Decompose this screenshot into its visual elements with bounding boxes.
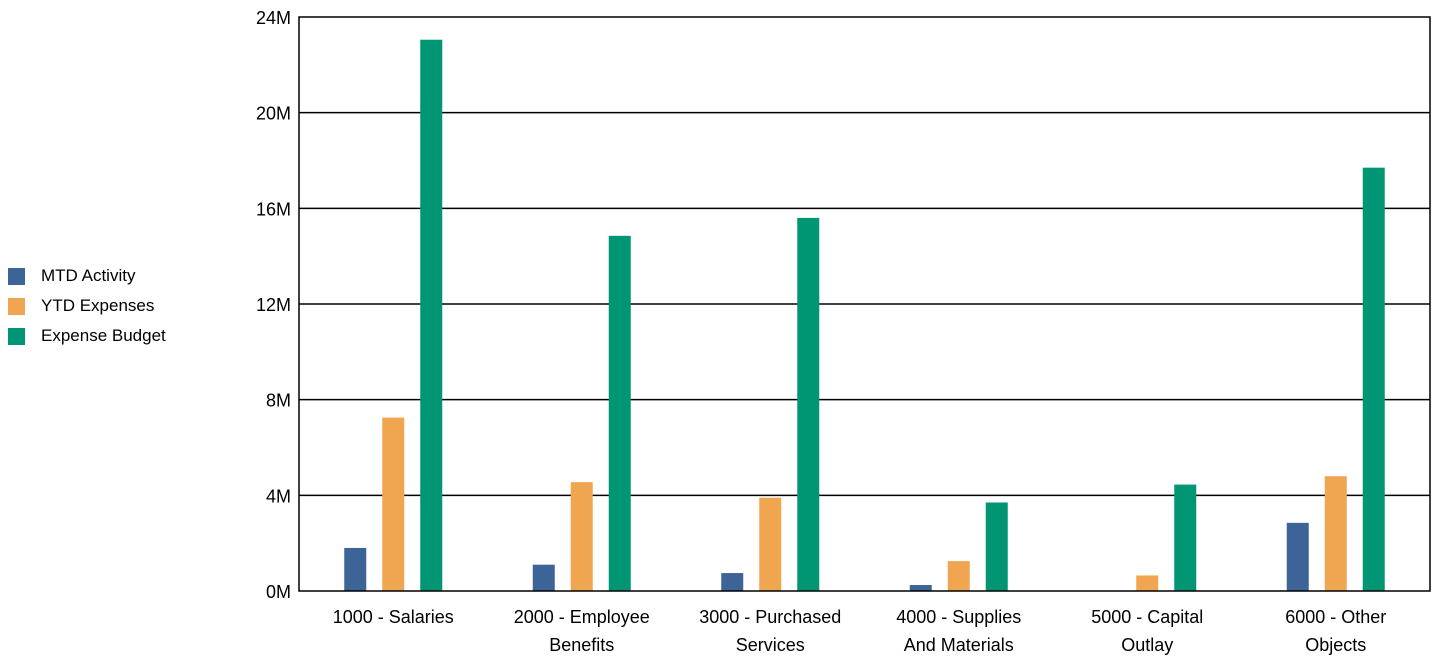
x-tick-label: Outlay — [1121, 635, 1173, 655]
bar-expense-budget — [1363, 168, 1385, 591]
x-tick-label: And Materials — [904, 635, 1014, 655]
y-tick-label: 4M — [266, 486, 291, 506]
chart-legend: MTD Activity YTD Expenses Expense Budget — [8, 261, 166, 351]
bar-mtd-activity — [910, 585, 932, 591]
bar-ytd-expenses — [1325, 476, 1347, 591]
bar-ytd-expenses — [759, 498, 781, 591]
y-tick-label: 0M — [266, 582, 291, 602]
legend-item: MTD Activity — [8, 261, 166, 291]
bar-mtd-activity — [344, 548, 366, 591]
legend-swatch — [8, 298, 25, 315]
bar-expense-budget — [797, 218, 819, 591]
bar-mtd-activity — [721, 573, 743, 591]
x-tick-label: Services — [736, 635, 805, 655]
x-tick-label: 1000 - Salaries — [333, 607, 454, 627]
legend-label: YTD Expenses — [41, 296, 154, 316]
legend-item: Expense Budget — [8, 321, 166, 351]
y-tick-label: 8M — [266, 391, 291, 411]
bar-ytd-expenses — [571, 482, 593, 591]
x-tick-label: Objects — [1305, 635, 1366, 655]
bar-expense-budget — [986, 503, 1008, 591]
legend-label: MTD Activity — [41, 266, 135, 286]
x-tick-label: Benefits — [549, 635, 614, 655]
x-tick-label: 4000 - Supplies — [896, 607, 1021, 627]
legend-item: YTD Expenses — [8, 291, 166, 321]
x-tick-label: 2000 - Employee — [514, 607, 650, 627]
y-tick-label: 16M — [256, 199, 291, 219]
legend-label: Expense Budget — [41, 326, 166, 346]
bar-expense-budget — [420, 40, 442, 591]
legend-swatch — [8, 328, 25, 345]
legend-swatch — [8, 268, 25, 285]
x-tick-label: 6000 - Other — [1285, 607, 1386, 627]
bar-expense-budget — [609, 236, 631, 591]
y-tick-label: 24M — [256, 8, 291, 28]
bar-ytd-expenses — [1136, 575, 1158, 591]
bar-expense-budget — [1174, 485, 1196, 591]
y-tick-label: 12M — [256, 295, 291, 315]
bar-layer — [344, 40, 1385, 591]
bar-ytd-expenses — [382, 418, 404, 591]
y-tick-label: 20M — [256, 104, 291, 124]
bar-ytd-expenses — [948, 561, 970, 591]
grid-layer — [299, 113, 1430, 496]
x-tick-label: 5000 - Capital — [1091, 607, 1203, 627]
bar-mtd-activity — [533, 565, 555, 591]
bar-mtd-activity — [1287, 523, 1309, 591]
x-tick-label: 3000 - Purchased — [699, 607, 841, 627]
